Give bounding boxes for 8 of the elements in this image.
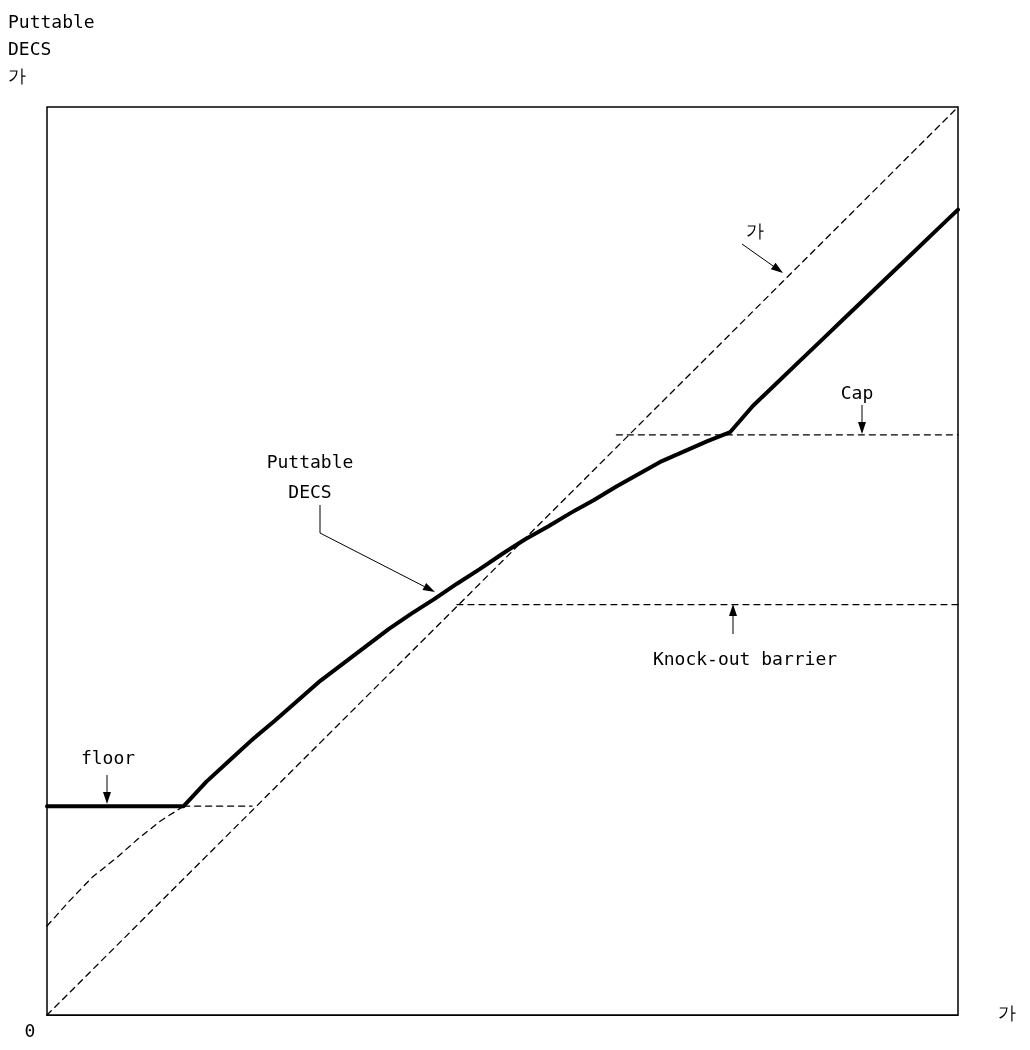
text: 0 [24, 1019, 36, 1041]
annotation: 가 [746, 219, 764, 241]
annotation: Puttable DECS [266, 450, 354, 502]
annotation: Cap [840, 381, 874, 403]
x-axis-title: 가 [998, 1001, 1016, 1023]
annotation: floor [80, 746, 136, 768]
annotation: Knock-out barrier [652, 647, 838, 669]
y-axis-title: Puttable DECS 가 [8, 11, 95, 86]
